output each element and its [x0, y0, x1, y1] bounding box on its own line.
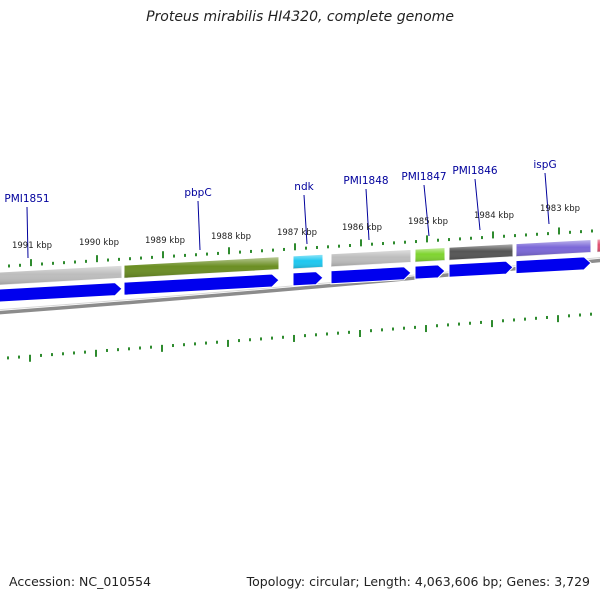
- scale-label: 1986 kbp: [342, 223, 382, 233]
- label-leader: [303, 194, 308, 245]
- feature-shading: [331, 249, 411, 267]
- feature-shading: [415, 247, 445, 263]
- gene-label: ndk: [294, 181, 314, 193]
- feature-shading: [516, 239, 591, 257]
- scale-labels: 1991 kbp 1990 kbp 1989 kbp 1988 kbp 1987 kbp…: [12, 204, 580, 251]
- gene-features: [0, 238, 600, 286]
- gene-label: PMI1847: [401, 171, 446, 183]
- gene-labels: PMI1851 pbpC ndk PMI1848 PMI1847 PMI1846 ispG: [4, 159, 557, 259]
- scale-label: 1991 kbp: [12, 241, 52, 251]
- cds-arrow: [292, 271, 324, 287]
- gene-label: PMI1851: [4, 193, 49, 205]
- cds-arrow: [448, 260, 514, 278]
- feature-shading: [0, 265, 122, 285]
- label-leader: [423, 184, 430, 237]
- label-leader: [365, 188, 370, 241]
- scale-label: 1985 kbp: [408, 217, 448, 227]
- gene-label: PMI1846: [452, 165, 498, 177]
- cds-arrow: [414, 264, 446, 280]
- scale-label: 1984 kbp: [474, 211, 514, 221]
- scale-label: 1983 kbp: [540, 204, 580, 214]
- cds-arrow: [330, 266, 412, 285]
- inner-scale-ticks: [7, 312, 592, 362]
- genome-summary: Topology: circular; Length: 4,063,606 bp…: [246, 574, 590, 589]
- feature-shading: [449, 243, 513, 261]
- scale-label: 1988 kbp: [211, 232, 251, 242]
- feature-shading: [597, 238, 600, 253]
- gene-label: pbpC: [184, 187, 211, 199]
- label-leader: [197, 200, 201, 251]
- map-title: Proteus mirabilis HI4320, complete genom…: [146, 9, 454, 25]
- gene-label: ispG: [533, 159, 556, 171]
- cds-arrow: [0, 282, 123, 303]
- feature-shading: [293, 254, 323, 269]
- label-leader: [544, 172, 550, 225]
- cds-arrow: [123, 273, 280, 296]
- cds-arrows: [0, 256, 592, 303]
- gene-label: PMI1848: [343, 175, 388, 187]
- accession-label: Accession: NC_010554: [9, 574, 152, 589]
- label-leader: [474, 178, 481, 231]
- feature-shading: [124, 256, 279, 279]
- scale-label: 1990 kbp: [79, 238, 119, 248]
- scale-label: 1987 kbp: [277, 228, 317, 238]
- cds-arrow: [515, 256, 592, 275]
- label-leader: [26, 206, 29, 259]
- outer-scale-ticks: [8, 227, 593, 268]
- scale-label: 1989 kbp: [145, 236, 185, 246]
